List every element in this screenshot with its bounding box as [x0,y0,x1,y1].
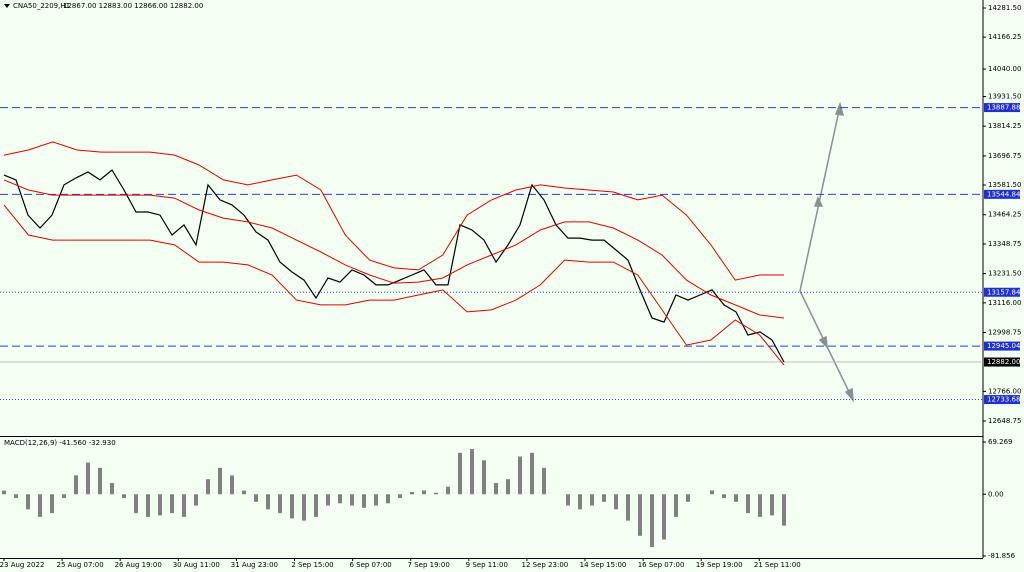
x-tick-label: 2 Sep 15:00 [291,561,333,569]
y-tick-label: 13696.75 [988,152,1021,160]
y-tick-label: 13231.50 [988,270,1021,278]
level-label: 13544.84 [987,190,1021,198]
x-tick-label: 16 Sep 07:00 [638,561,685,569]
x-tick-label: 7 Sep 19:00 [408,561,450,569]
arrow-head [813,196,824,207]
x-tick-label: 9 Sep 11:00 [466,561,508,569]
y-tick-label: 14281.50 [988,4,1021,12]
x-tick-label: 21 Sep 11:00 [754,561,801,569]
level-tag [984,287,1020,297]
arrow-head [818,335,828,350]
bollinger-band [3,141,784,281]
y-tick-label: 14166.25 [988,33,1021,41]
ohlc: 12867.00 12883.00 12866.00 12882.00 [63,2,203,10]
projection-arrows [799,101,854,403]
y-tick-label: 13814.25 [988,122,1021,130]
level-tag [984,341,1020,351]
level-label: 12945.04 [987,342,1021,350]
y-tick-label: 12648.75 [988,417,1021,425]
level-label: 12733.68 [987,396,1020,404]
arrow-up [799,105,841,292]
x-tick-label: 12 Sep 23:00 [522,561,569,569]
price-line [3,169,785,363]
macd-label: MACD(12,26,9) -41.560 -32.930 [4,439,116,447]
y-tick-label: 13464.25 [988,211,1021,219]
y-tick-label: 12766.00 [988,387,1021,395]
level-tag [984,103,1020,113]
x-tick-label: 31 Aug 23:00 [231,561,278,569]
x-tick-label: 30 Aug 11:00 [173,561,220,569]
x-tick-label: 23 Aug 2022 [0,561,44,569]
level-tag [984,189,1020,199]
x-tick-label: 6 Sep 07:00 [349,561,391,569]
level-label: 13887.88 [987,104,1020,112]
y-tick-label: 13116.00 [988,299,1021,307]
level-label: 13157.84 [987,288,1021,296]
bollinger-band [3,204,785,366]
arrow-head [844,387,854,403]
arrow-head [834,101,845,116]
x-tick-label: 19 Sep 19:00 [696,561,743,569]
bollinger-band [3,179,785,319]
y-tick-label: 13581.50 [988,181,1021,189]
symbol: CNA50_2209,H1 [13,2,70,10]
y-tick-label: 13931.50 [988,93,1021,101]
y-tick-label: 14040.00 [988,65,1021,73]
y-tick-label: -81.856 [988,552,1016,560]
current-price-label: 12882.00 [987,358,1020,366]
y-tick-label: 0.00 [988,490,1004,498]
y-tick-label: 12998.75 [988,328,1021,336]
x-tick-label: 25 Aug 07:00 [56,561,103,569]
x-tick-label: 14 Sep 15:00 [580,561,627,569]
x-tick-label: 26 Aug 19:00 [115,561,162,569]
menu-arrow[interactable] [4,4,10,8]
y-tick-label: 69.269 [988,438,1013,446]
current-price-tag [984,357,1020,367]
y-tick-label: 13348.75 [988,240,1021,248]
level-tag [984,395,1020,405]
